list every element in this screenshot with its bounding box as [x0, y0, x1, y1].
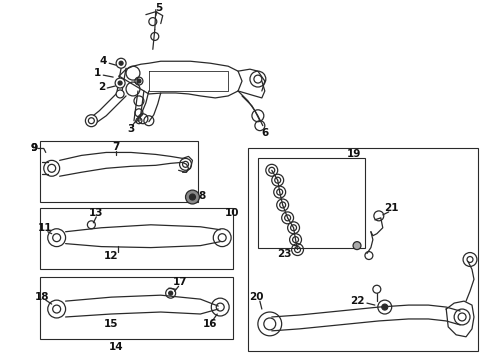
Circle shape [353, 242, 361, 249]
Bar [40, 208, 233, 269]
Circle shape [116, 58, 126, 68]
Text: 6: 6 [261, 127, 269, 138]
Circle shape [382, 304, 388, 310]
Text: 10: 10 [225, 208, 239, 218]
Text: 18: 18 [35, 292, 49, 302]
Circle shape [169, 291, 172, 295]
Text: 12: 12 [104, 251, 119, 261]
Text: 23: 23 [277, 248, 292, 258]
Text: 20: 20 [248, 292, 263, 302]
Text: 8: 8 [199, 191, 206, 201]
Text: 15: 15 [104, 319, 119, 329]
Bar [40, 140, 198, 202]
Text: 1: 1 [94, 68, 101, 78]
Circle shape [137, 79, 141, 83]
Circle shape [186, 190, 199, 204]
Text: 11: 11 [38, 223, 52, 233]
Text: 4: 4 [99, 56, 107, 66]
Text: 22: 22 [350, 296, 364, 306]
Circle shape [85, 115, 98, 127]
Text: 3: 3 [127, 123, 135, 134]
Circle shape [190, 194, 196, 200]
Text: 21: 21 [385, 203, 399, 213]
Text: 9: 9 [30, 144, 37, 153]
Text: 17: 17 [173, 277, 188, 287]
Text: 19: 19 [347, 149, 361, 159]
Bar [40, 277, 233, 339]
Circle shape [115, 78, 125, 88]
Text: 14: 14 [109, 342, 123, 352]
Text: 2: 2 [98, 82, 105, 92]
Text: 16: 16 [203, 319, 218, 329]
Text: 9: 9 [30, 144, 37, 153]
Text: 7: 7 [112, 143, 120, 153]
Circle shape [119, 61, 123, 65]
Bar [258, 158, 365, 248]
Circle shape [116, 90, 124, 98]
Bar [248, 148, 478, 351]
Text: 5: 5 [155, 3, 162, 13]
Text: 13: 13 [89, 208, 103, 218]
Circle shape [118, 81, 122, 85]
